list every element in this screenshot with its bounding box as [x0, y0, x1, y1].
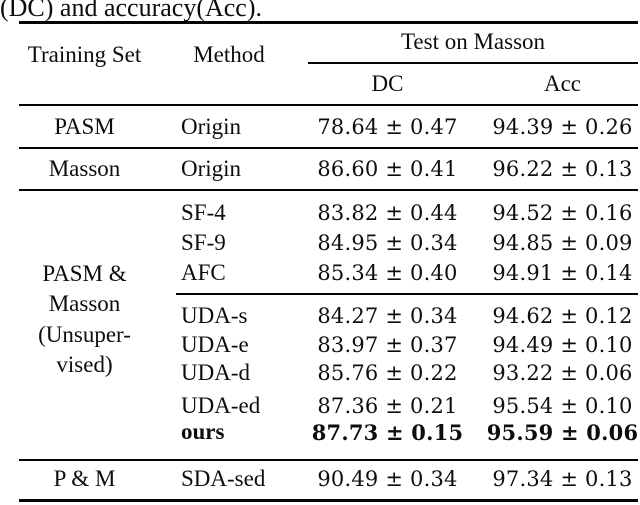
rule-top: [19, 21, 638, 24]
method-cell: SDA-sed: [181, 466, 266, 491]
dc-value-cell: 83.82 ± 0.44: [317, 201, 458, 225]
acc-value-cell: 94.62 ± 0.12: [492, 304, 633, 328]
acc-value-cell: 93.22 ± 0.06: [492, 361, 633, 385]
acc-value-cell: 95.54 ± 0.10: [492, 394, 633, 418]
table-row: Origin 86.60 ± 0.41 96.22 ± 0.13: [19, 154, 638, 184]
table-row: SDA-sed 90.49 ± 0.34 97.34 ± 0.13: [19, 464, 638, 494]
table-row: SF-9 84.95 ± 0.34 94.85 ± 0.09: [19, 228, 638, 258]
col-header-method: Method: [193, 42, 265, 67]
method-cell: ours: [181, 419, 225, 444]
method-cell: UDA-d: [181, 360, 250, 385]
table-row: UDA-ed 87.36 ± 0.21 95.54 ± 0.10: [19, 391, 638, 421]
span-header-test-on-masson: Test on Masson: [400, 29, 546, 54]
method-cell: SF-9: [181, 230, 226, 255]
dc-value-cell: 90.49 ± 0.34: [317, 467, 458, 491]
acc-value-cell: 95.59 ± 0.06: [486, 419, 639, 445]
acc-value-cell: 94.49 ± 0.10: [492, 333, 633, 357]
dc-value-cell: 84.95 ± 0.34: [317, 231, 458, 255]
rule-bottom: [19, 499, 638, 502]
rule-before-footer: [19, 459, 638, 461]
training-set-label-p-and-m: P & M: [53, 466, 116, 491]
table-row: SF-4 83.82 ± 0.44 94.52 ± 0.16: [19, 198, 638, 228]
method-cell: Origin: [181, 156, 242, 181]
acc-value-cell: 94.91 ± 0.14: [492, 261, 633, 285]
acc-value-cell: 94.85 ± 0.09: [492, 231, 633, 255]
col-header-training-set: Training Set: [27, 42, 142, 67]
training-set-label-line: Masson: [48, 291, 121, 317]
method-cell: UDA-ed: [181, 393, 261, 418]
training-set-label-masson: Masson: [48, 156, 121, 181]
method-cell: SF-4: [181, 200, 226, 225]
training-set-label-pasm: PASM: [54, 114, 115, 139]
caption-text: (DC) and accuracy(Acc).: [0, 0, 263, 22]
results-table: Training Set Method Test on Masson DC Ac…: [19, 0, 638, 505]
table-row-ours: ours 87.73 ± 0.15 95.59 ± 0.06: [19, 417, 638, 447]
table-row: UDA-s 84.27 ± 0.34 94.62 ± 0.12: [19, 301, 638, 331]
method-cell: Origin: [181, 114, 242, 139]
acc-value-cell: 97.34 ± 0.13: [492, 467, 633, 491]
training-set-label-line: PASM &: [42, 261, 127, 286]
acc-value-cell: 96.22 ± 0.13: [492, 157, 633, 181]
rule-cmid-test-on-masson: [308, 62, 638, 64]
acc-value-cell: 94.52 ± 0.16: [492, 201, 633, 225]
dc-value-cell: 78.64 ± 0.47: [317, 115, 458, 139]
dc-value-cell: 85.76 ± 0.22: [317, 361, 458, 385]
col-header-acc: Acc: [543, 71, 582, 96]
method-cell: UDA-s: [181, 303, 248, 328]
rule-header-bottom: [19, 104, 638, 106]
method-cell: UDA-e: [181, 332, 249, 357]
dc-value-cell: 87.73 ± 0.15: [311, 419, 464, 445]
table-row: AFC 85.34 ± 0.40 94.91 ± 0.14: [19, 258, 638, 288]
training-set-label-line: vised): [56, 351, 113, 377]
dc-value-cell: 87.36 ± 0.21: [317, 394, 458, 418]
dc-value-cell: 84.27 ± 0.34: [317, 304, 458, 328]
dc-value-cell: 85.34 ± 0.40: [317, 261, 458, 285]
method-cell: AFC: [181, 260, 226, 285]
training-set-label-line: (Unsuper-: [38, 321, 131, 347]
table-row: UDA-d 85.76 ± 0.22 93.22 ± 0.06: [19, 358, 638, 388]
acc-value-cell: 94.39 ± 0.26: [492, 115, 633, 139]
rule-cmid-uda: [176, 293, 638, 295]
dc-value-cell: 83.97 ± 0.37: [317, 333, 458, 357]
rule-after-masson: [19, 189, 638, 191]
dc-value-cell: 86.60 ± 0.41: [317, 157, 458, 181]
table-row: UDA-e 83.97 ± 0.37 94.49 ± 0.10: [19, 330, 638, 360]
table-row: Origin 78.64 ± 0.47 94.39 ± 0.26: [19, 112, 638, 142]
col-header-dc: DC: [371, 71, 404, 96]
rule-after-pasm: [19, 147, 638, 149]
training-set-label-pasm-masson-unsupervised: PASM & Masson (Unsuper- vised): [19, 259, 150, 380]
